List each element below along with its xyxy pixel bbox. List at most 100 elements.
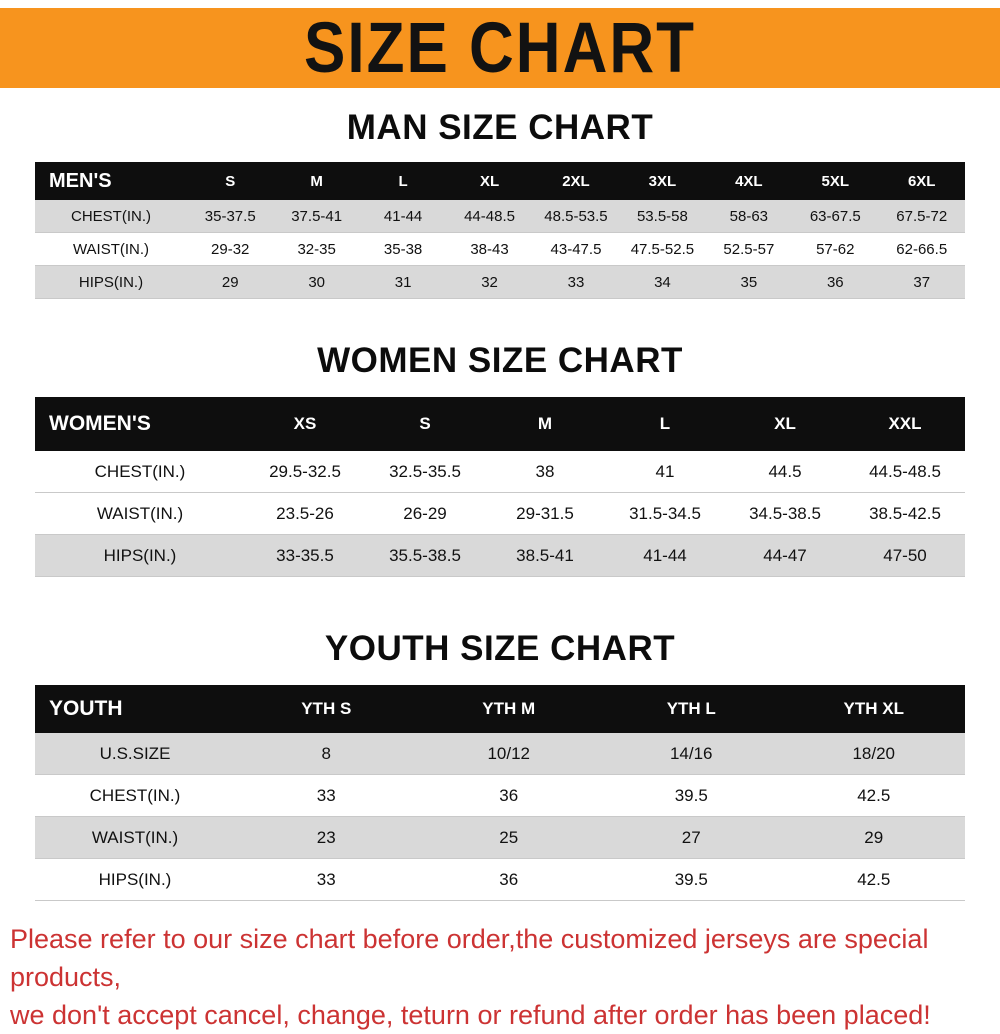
row-label: WAIST(IN.)	[96, 503, 184, 523]
table-cell: 47-50	[883, 545, 927, 565]
table-cell: 47.5-52.5	[630, 240, 695, 258]
table-cell: 23	[316, 827, 336, 847]
order-notice-line1: Please refer to our size chart before or…	[10, 924, 929, 992]
youth-size-table: YOUTH YTH S YTH M YTH L YTH XL U.S.SIZE 8 10/12…	[35, 685, 965, 901]
table-row: HIPS(IN.) 33 36 39.5 42.5	[35, 859, 965, 901]
table-cell: 29	[221, 273, 239, 291]
table-cell: 29	[864, 827, 884, 847]
table-row: U.S.SIZE 8 10/12 14/16 18/20	[35, 733, 965, 775]
table-cell: 14/16	[669, 743, 713, 763]
table-cell: 31.5-34.5	[629, 503, 701, 523]
column-header: S	[225, 172, 236, 190]
column-header: XS	[293, 414, 317, 433]
row-label: CHEST(IN.)	[71, 207, 151, 225]
table-cell: 44.5-48.5	[869, 461, 941, 481]
table-cell: 34.5-38.5	[749, 503, 821, 523]
table-cell: 48.5-53.5	[544, 207, 608, 225]
women-size-table: WOMEN'S XS S M L XL XXL CHEST(IN.) 29.5-32.5 32.5…	[35, 397, 965, 577]
table-cell: 8	[321, 743, 331, 763]
table-cell: 44.5	[768, 461, 802, 481]
table-row: CHEST(IN.) 33 36 39.5 42.5	[35, 775, 965, 817]
column-header: YTH L	[666, 699, 716, 718]
column-header: 2XL	[562, 172, 590, 190]
column-header: XL	[774, 414, 796, 433]
table-cell: 35-37.5	[204, 207, 256, 225]
table-cell: 33	[316, 785, 336, 805]
table-cell: 35	[740, 273, 758, 291]
table-cell: 41-44	[643, 545, 687, 565]
table-cell: 27	[681, 827, 701, 847]
table-cell: 38-43	[470, 240, 509, 258]
table-cell: 18/20	[852, 743, 896, 763]
column-header: 6XL	[907, 172, 936, 190]
order-notice-line2: we don't accept cancel, change, teturn o…	[10, 999, 931, 1030]
column-header: XL	[479, 172, 500, 190]
table-cell: 33	[316, 869, 336, 889]
table-header-row: WOMEN'S XS S M L XL XXL	[35, 397, 965, 451]
table-cell: 43-47.5	[550, 240, 602, 258]
table-row: HIPS(IN.) 29 30 31 32 33 34 35 36 37	[35, 266, 965, 299]
table-cell: 38.5-41	[516, 545, 574, 565]
table-cell: 33	[567, 273, 585, 291]
table-cell: 42.5	[857, 785, 891, 805]
table-cell: 67.5-72	[896, 207, 948, 225]
men-size-table: MEN'S S M L XL 2XL 3XL 4XL 5XL 6XL CHEST(IN.) 35-37…	[35, 162, 965, 299]
column-header: L	[659, 414, 671, 433]
table-corner-label: YOUTH	[49, 697, 123, 720]
table-cell: 23.5-26	[276, 503, 334, 523]
table-corner-label: WOMEN'S	[49, 412, 151, 435]
youth-section-heading: YOUTH SIZE CHART	[324, 629, 676, 668]
column-header: YTH M	[482, 699, 536, 718]
row-label: HIPS(IN.)	[103, 545, 177, 565]
row-label: CHEST(IN.)	[94, 461, 186, 481]
table-cell: 41	[655, 461, 675, 481]
column-header: L	[398, 172, 408, 190]
table-cell: 35-38	[383, 240, 423, 258]
row-label: WAIST(IN.)	[91, 827, 179, 847]
size-chart-banner: SIZE CHART	[0, 8, 1000, 88]
row-label: U.S.SIZE	[99, 743, 171, 763]
table-cell: 29.5-32.5	[269, 461, 341, 481]
order-notice: Please refer to our size chart before or…	[10, 921, 1000, 1034]
table-cell: 52.5-57	[723, 240, 775, 258]
row-label: HIPS(IN.)	[98, 869, 172, 889]
table-cell: 38.5-42.5	[869, 503, 941, 523]
row-label: HIPS(IN.)	[78, 273, 144, 291]
table-cell: 32-35	[297, 240, 336, 258]
table-cell: 36	[499, 869, 519, 889]
table-cell: 57-62	[816, 240, 855, 258]
table-cell: 36	[826, 273, 844, 291]
table-cell: 33-35.5	[276, 545, 334, 565]
table-row: WAIST(IN.) 29-32 32-35 35-38 38-43 43-47.5 47.…	[35, 233, 965, 266]
table-cell: 31	[394, 273, 412, 291]
row-label: CHEST(IN.)	[89, 785, 181, 805]
column-header: YTH S	[301, 699, 352, 718]
row-label: WAIST(IN.)	[72, 240, 150, 258]
column-header: XXL	[888, 414, 922, 433]
table-row: WAIST(IN.) 23 25 27 29	[35, 817, 965, 859]
banner-title: SIZE CHART	[304, 8, 696, 88]
table-cell: 37.5-41	[291, 207, 343, 225]
men-section-heading: MAN SIZE CHART	[346, 108, 654, 147]
column-header: 3XL	[648, 172, 677, 190]
table-cell: 30	[308, 273, 325, 291]
column-header: 5XL	[821, 172, 850, 190]
table-cell: 38	[535, 461, 555, 481]
table-cell: 25	[499, 827, 519, 847]
table-corner-label: MEN'S	[49, 169, 112, 192]
table-cell: 32	[481, 273, 498, 291]
table-cell: 62-66.5	[896, 240, 948, 258]
table-cell: 63-67.5	[809, 207, 861, 225]
table-cell: 39.5	[674, 869, 708, 889]
table-cell: 53.5-58	[636, 207, 688, 225]
column-header: M	[310, 172, 323, 190]
table-header-row: YOUTH YTH S YTH M YTH L YTH XL	[35, 685, 965, 733]
table-cell: 32.5-35.5	[389, 461, 461, 481]
column-header: S	[419, 414, 431, 433]
table-cell: 29-31.5	[516, 503, 574, 523]
table-cell: 37	[913, 273, 931, 291]
column-header: YTH XL	[843, 699, 904, 718]
table-cell: 36	[499, 785, 519, 805]
table-row: WAIST(IN.) 23.5-26 26-29 29-31.5 31.5-34.5 34…	[35, 493, 965, 535]
table-row: CHEST(IN.) 35-37.5 37.5-41 41-44 44-48.5 48.5…	[35, 200, 965, 233]
